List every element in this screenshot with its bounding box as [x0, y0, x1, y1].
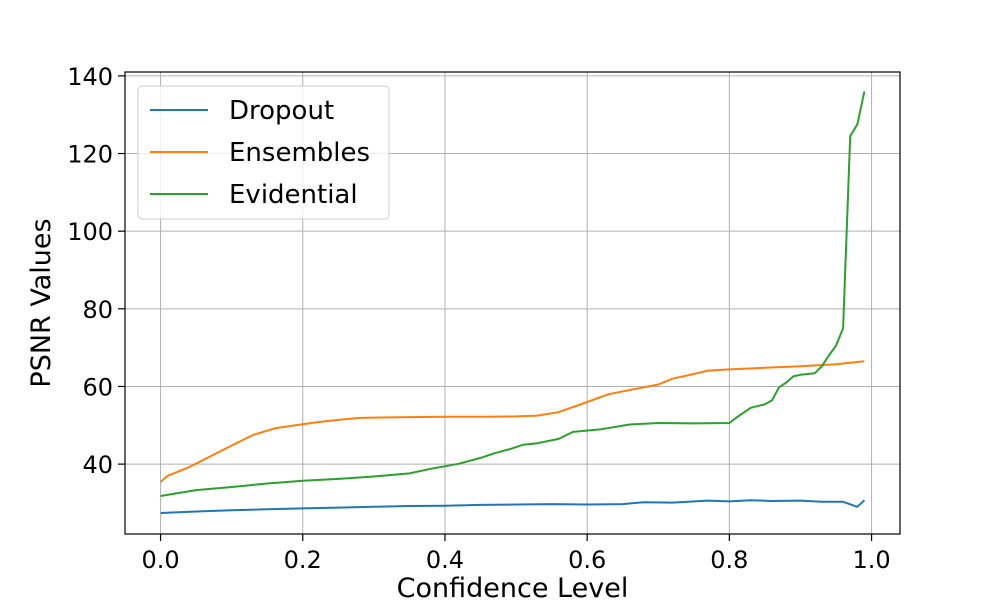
x-axis-label: Confidence Level	[397, 573, 629, 600]
y-tick-label: 120	[67, 141, 113, 169]
legend-label: Evidential	[229, 180, 358, 210]
legend: Dropout Ensembles Evidential	[137, 85, 390, 220]
y-tick-label: 140	[67, 63, 113, 91]
x-tick-label: 0.6	[568, 546, 606, 574]
legend-box	[137, 85, 390, 220]
x-tick-label: 1.0	[852, 546, 890, 574]
y-axis-label: PSNR Values	[26, 218, 57, 387]
series-line-evidential	[160, 91, 866, 497]
series-lines	[159, 91, 866, 514]
legend-label: Ensembles	[229, 138, 370, 168]
y-tick-label: 60	[82, 373, 113, 401]
y-tick-label: 80	[82, 296, 113, 324]
x-tick-label: 0.4	[426, 546, 464, 574]
plot-frame	[124, 71, 901, 535]
axis-ticks: 0.0 0.2 0.4 0.6 0.8 1.0 40 60 80 100 120 140	[67, 63, 890, 574]
x-tick-label: 0.8	[710, 546, 748, 574]
series-line-ensembles	[159, 360, 865, 483]
series-line-dropout	[160, 499, 866, 514]
x-tick-label: 0.2	[284, 546, 322, 574]
y-tick-label: 40	[82, 451, 113, 479]
x-tick-label: 0.0	[141, 546, 179, 574]
y-tick-label: 100	[67, 218, 113, 246]
legend-label: Dropout	[229, 96, 334, 126]
